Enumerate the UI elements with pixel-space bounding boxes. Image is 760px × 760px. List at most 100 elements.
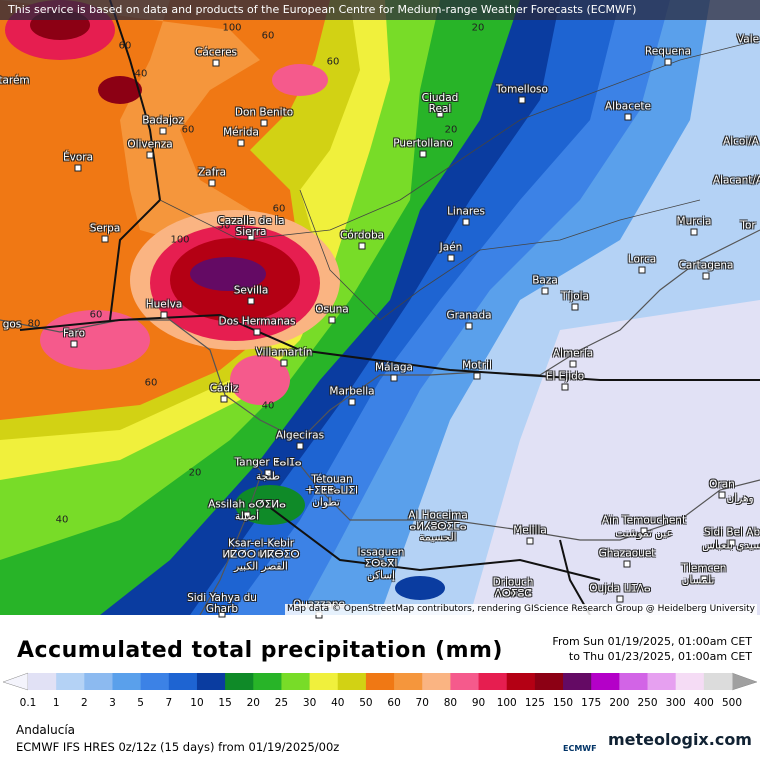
city-marker: [473, 372, 481, 380]
legend-label: 40: [331, 697, 345, 709]
city-label: ⵜⵉⵟⵟⴰⵡⵉⵏ: [305, 484, 359, 497]
legend-swatch: [422, 673, 451, 690]
contour-label: 60: [89, 309, 103, 321]
legend-label: 7: [165, 697, 173, 709]
city-marker: [616, 595, 624, 603]
city-label: طنجة: [256, 470, 280, 483]
contour-label: 40: [261, 400, 275, 412]
city-label: تلمسان: [681, 574, 715, 587]
contour-label: 80: [27, 318, 41, 330]
legend-swatch: [196, 673, 226, 690]
city-marker: [101, 235, 109, 243]
city-marker: [243, 511, 251, 519]
legend-swatch: [703, 673, 733, 690]
city-marker: [434, 522, 442, 530]
attribution-top: This service is based on data and produc…: [0, 0, 760, 20]
city-label: Driouch: [492, 576, 534, 589]
legend-swatch: [647, 673, 677, 690]
city-label: Alacant/A: [712, 174, 760, 187]
city-label: Mérida: [223, 126, 259, 139]
legend-swatch: [56, 673, 85, 690]
city-label: Ciudad Real: [421, 92, 459, 115]
contour-label: 30: [217, 220, 231, 232]
city-label: Huelva: [145, 298, 183, 311]
city-label: Aïn Temouchent: [601, 514, 687, 527]
city-label: Cáceres: [194, 46, 238, 59]
city-label: Faro: [62, 327, 86, 340]
city-marker: [70, 340, 78, 348]
contour-label: 60: [261, 30, 275, 42]
city-label: Serpa: [89, 222, 121, 235]
city-marker: [690, 228, 698, 236]
logo-meteologix[interactable]: meteologix.com: [608, 730, 752, 749]
city-label: ⴰⵍⵃⵓⵙⵉⵎⴰ: [409, 520, 467, 533]
city-marker: [264, 469, 272, 477]
city-marker: [541, 287, 549, 295]
legend-label: 200: [609, 697, 630, 709]
city-marker: [526, 537, 534, 545]
legend-label: 3: [109, 697, 116, 709]
city-label: إساكن: [367, 569, 395, 582]
contour-label: 100: [222, 22, 242, 34]
city-marker: [419, 150, 427, 158]
city-marker: [296, 442, 304, 450]
city-label: Melilla: [513, 524, 547, 537]
city-marker: [462, 218, 470, 226]
city-label: Al Hoceima: [408, 509, 468, 522]
legend-label: 80: [443, 697, 458, 709]
city-label: Assilah ⴰⵚⵉⵍⴰ: [208, 498, 286, 511]
city-label: Albacete: [604, 100, 652, 113]
contour-label: 60: [272, 203, 286, 215]
city-marker: [640, 527, 648, 535]
legend-swatch: [675, 673, 705, 690]
city-label: Villamartín: [255, 346, 313, 359]
legend-swatch: [450, 673, 480, 690]
legend-label: 300: [665, 697, 686, 709]
city-label: Alcoi/A: [723, 135, 759, 148]
city-label: أصيلة: [234, 510, 260, 523]
city-marker: [623, 560, 631, 568]
city-label: Jaén: [439, 241, 463, 254]
city-marker: [208, 179, 216, 187]
city-marker: [146, 151, 154, 159]
city-label: ⴷⵔⵢⵓⵛ: [494, 587, 532, 600]
legend-label: 150: [553, 697, 574, 709]
map: [0, 0, 760, 615]
city-label: Requena: [644, 45, 692, 58]
city-marker: [328, 486, 336, 494]
legend-label: 70: [415, 697, 429, 709]
city-marker: [260, 119, 268, 127]
legend-label: 50: [359, 697, 373, 709]
legend-label: 175: [581, 697, 602, 709]
contour-label: 40: [134, 68, 148, 80]
city-marker: [465, 322, 473, 330]
contour-label: 100: [170, 234, 190, 246]
city-label: Murcia: [676, 215, 712, 228]
logo-ecmwf[interactable]: ECMWF: [563, 744, 597, 753]
region: Andalucía: [16, 723, 76, 737]
city-label: Sevilla: [233, 284, 269, 297]
city-marker: [571, 303, 579, 311]
legend-swatch: [140, 673, 170, 690]
city-marker: [257, 550, 265, 558]
legend-label: 400: [693, 697, 714, 709]
city-marker: [518, 96, 526, 104]
city-label: القصر الكبير: [234, 560, 288, 573]
legend-swatch: [591, 673, 620, 690]
city-label: ⵍⵇⵚⵔ ⵍⴽⴱⵉⵔ: [222, 548, 300, 561]
city-label: سيدي بلعباس: [702, 539, 760, 552]
city-label: tarém: [0, 74, 30, 87]
contour-label: 60: [118, 40, 132, 52]
legend-swatch: [253, 673, 282, 690]
city-marker: [569, 360, 577, 368]
city-label: Tíjola: [560, 290, 590, 303]
contour-label: 20: [188, 467, 202, 479]
city-label: Lorca: [627, 253, 657, 266]
city-label: ⵉⵙⴰⴳⵏ: [364, 557, 398, 570]
city-label: Olivenza: [127, 138, 173, 151]
city-label: Puertollano: [393, 137, 453, 150]
legend-swatch: [84, 673, 113, 690]
legend-label: 25: [274, 697, 289, 709]
legend-swatch: [365, 673, 395, 690]
